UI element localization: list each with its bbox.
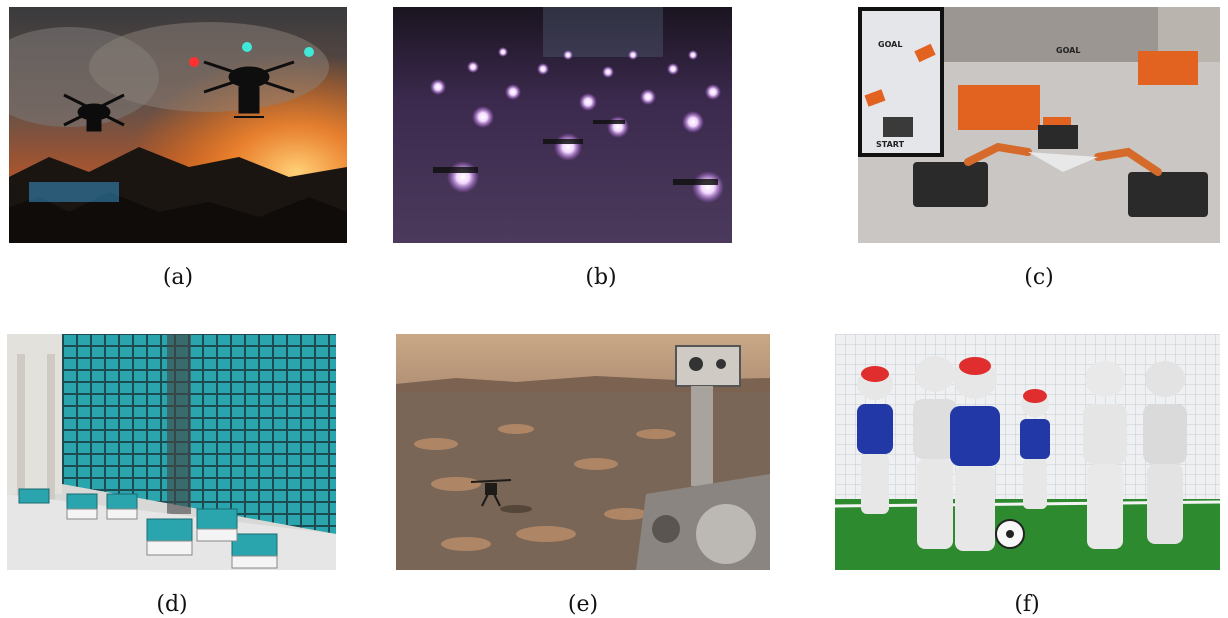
panel-b-drone-swarm: [393, 7, 732, 243]
scene-goal-text: GOAL: [1056, 46, 1080, 55]
caption-a: (a): [162, 265, 194, 290]
caption-f: (f): [1014, 592, 1040, 617]
panel-a-drones-wildfire: [9, 7, 347, 243]
caption-c: (c): [1024, 265, 1054, 290]
caption-d: (d): [156, 592, 188, 617]
robot-soccer-photo: [835, 334, 1220, 570]
caption-e: (e): [567, 592, 599, 617]
inset-goal-text: GOAL: [878, 40, 902, 49]
drone-swarm-photo: [393, 7, 732, 243]
panel-f-robot-soccer: [835, 334, 1220, 570]
caption-b: (b): [585, 265, 617, 290]
drones-wildfire-photo: [9, 7, 347, 243]
panel-c-mobile-manipulators: GOAL START GOAL: [858, 7, 1220, 243]
inset-start-text: START: [876, 140, 905, 149]
panel-d-warehouse-robots: [7, 334, 336, 570]
panel-e-mars-rover: [396, 334, 770, 570]
warehouse-robots-photo: [7, 334, 336, 570]
mobile-manipulators-photo: GOAL START GOAL: [858, 7, 1220, 243]
mars-rover-photo: [396, 334, 770, 570]
